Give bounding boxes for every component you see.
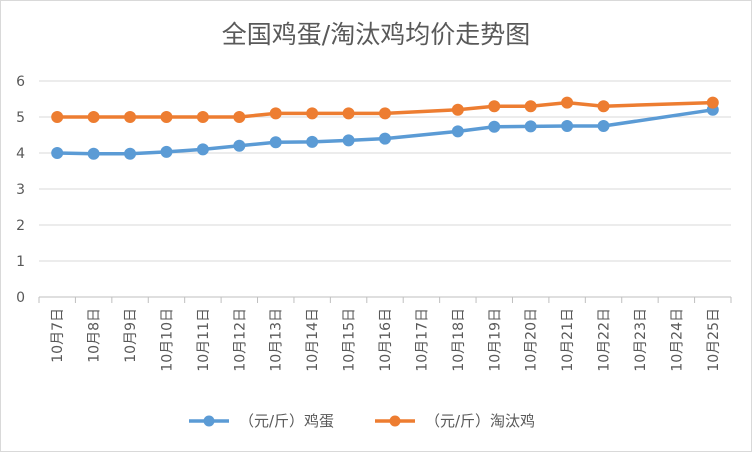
x-tick-label: 10月22日 bbox=[597, 308, 613, 372]
x-tick-label: 10月10日 bbox=[159, 308, 175, 372]
data-point bbox=[51, 111, 64, 123]
data-point bbox=[379, 132, 391, 145]
data-point bbox=[561, 120, 574, 132]
y-tick-label: 2 bbox=[16, 218, 25, 234]
data-point bbox=[196, 143, 209, 156]
legend-label: （元/斤）鸡蛋 bbox=[239, 412, 334, 430]
data-point bbox=[597, 120, 610, 132]
chart-title: 全国鸡蛋/淘汰鸡均价走势图 bbox=[222, 20, 530, 49]
y-tick-label: 4 bbox=[16, 146, 25, 162]
x-tick-label: 10月12日 bbox=[232, 308, 248, 372]
data-point bbox=[342, 107, 355, 120]
legend: （元/斤）鸡蛋 （元/斤）淘汰鸡 bbox=[189, 412, 535, 430]
y-tick-label: 0 bbox=[16, 290, 25, 306]
y-tick-label: 1 bbox=[16, 254, 25, 270]
x-axis bbox=[38, 296, 732, 303]
x-tick-label: 10月16日 bbox=[378, 308, 394, 372]
data-point bbox=[269, 136, 282, 149]
x-tick-label: 10月19日 bbox=[487, 308, 503, 372]
data-point bbox=[306, 135, 319, 148]
data-point bbox=[451, 125, 464, 138]
x-tick-label: 10月18日 bbox=[451, 308, 467, 372]
x-tick-label: 10月23日 bbox=[633, 308, 649, 372]
data-point bbox=[124, 147, 137, 160]
legend-marker bbox=[389, 415, 401, 427]
x-tick-label: 10月11日 bbox=[196, 308, 212, 372]
x-tick-label: 10月8日 bbox=[87, 308, 103, 363]
data-point bbox=[196, 111, 209, 123]
x-tick-label: 10月20日 bbox=[524, 308, 540, 372]
data-point bbox=[342, 134, 355, 147]
x-tick-label: 10月21日 bbox=[560, 308, 576, 372]
data-point bbox=[160, 145, 173, 158]
data-point bbox=[488, 120, 501, 133]
x-tick-label: 10月17日 bbox=[414, 308, 430, 372]
series-layer bbox=[51, 96, 719, 160]
data-point bbox=[51, 147, 64, 159]
x-tick-label: 10月7日 bbox=[50, 308, 66, 363]
y-tick-label: 5 bbox=[16, 110, 25, 126]
x-tick-label: 10月9日 bbox=[123, 308, 139, 363]
x-tick-label: 10月13日 bbox=[269, 308, 285, 372]
y-tick-label: 6 bbox=[16, 74, 25, 90]
series-line-0 bbox=[55, 108, 715, 156]
data-point bbox=[160, 111, 173, 123]
data-point bbox=[561, 96, 574, 109]
data-point bbox=[87, 147, 100, 160]
data-point bbox=[269, 107, 282, 120]
data-point bbox=[306, 107, 319, 120]
data-point bbox=[706, 96, 719, 109]
x-tick-label: 10月15日 bbox=[342, 308, 358, 372]
data-point bbox=[524, 120, 537, 133]
data-point bbox=[597, 100, 610, 113]
legend-label: （元/斤）淘汰鸡 bbox=[425, 412, 535, 430]
x-tick-label: 10月14日 bbox=[305, 308, 321, 372]
y-tick-label: 3 bbox=[16, 182, 25, 198]
x-axis-ticks: 10月7日 10月8日 10月9日 10月10日 10月11日 10月12日 10月13日 1… bbox=[50, 308, 722, 372]
data-point bbox=[124, 111, 137, 123]
legend-marker bbox=[203, 415, 215, 427]
data-point bbox=[524, 100, 537, 113]
data-point bbox=[379, 107, 391, 120]
data-point bbox=[233, 139, 246, 152]
x-tick-label: 10月24日 bbox=[669, 308, 685, 372]
data-point bbox=[233, 111, 246, 123]
x-tick-label: 10月25日 bbox=[706, 308, 722, 372]
y-axis-ticks: 0 1 2 3 4 5 6 bbox=[16, 74, 25, 306]
data-point bbox=[451, 103, 464, 116]
data-point bbox=[488, 100, 501, 113]
series-line-1 bbox=[55, 100, 715, 119]
data-point bbox=[87, 111, 100, 123]
